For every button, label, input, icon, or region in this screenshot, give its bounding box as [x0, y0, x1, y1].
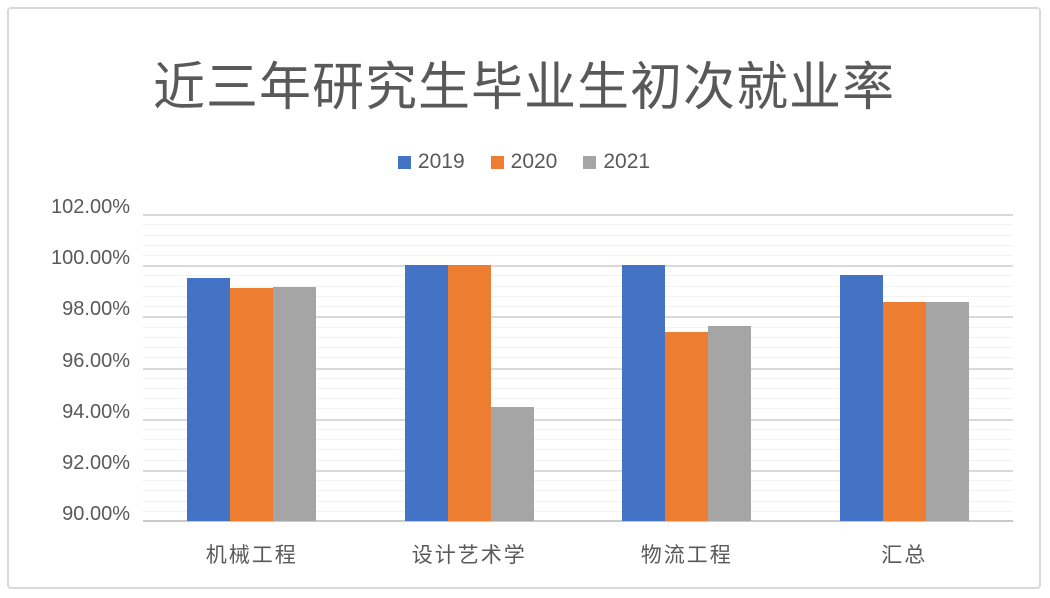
y-axis-tick-label: 90.00%	[62, 503, 130, 525]
y-axis-tick-label: 102.00%	[51, 196, 130, 218]
legend-label: 2020	[510, 150, 558, 173]
minor-gridline	[143, 234, 1013, 236]
minor-gridline	[143, 275, 1013, 277]
chart-frame: 近三年研究生毕业生初次就业率 2019 2020 2021 102.00% 100.0…	[7, 7, 1041, 589]
minor-gridline	[143, 500, 1013, 502]
x-axis-tick-label-汇总: 汇总	[881, 544, 928, 567]
minor-gridline	[143, 428, 1013, 430]
minor-gridline	[143, 336, 1013, 338]
bar-2021-机械工程	[273, 287, 317, 521]
minor-gridline	[143, 459, 1013, 461]
bar-group-汇总	[796, 214, 1014, 521]
minor-gridline	[143, 306, 1013, 308]
bar-2019-物流工程	[622, 265, 666, 521]
minor-gridline	[143, 347, 1013, 348]
major-gridline	[143, 469, 1013, 472]
x-axis: 机械工程 设计艺术学 物流工程 汇总	[143, 533, 1013, 569]
major-gridline	[143, 214, 1013, 216]
plot-area	[143, 214, 1014, 522]
bar-group-物流工程	[578, 214, 796, 521]
chart-legend: 2019 2020 2021	[9, 150, 1039, 174]
major-gridline	[143, 316, 1013, 319]
minor-gridline	[143, 224, 1013, 226]
bar-group-机械工程	[143, 214, 361, 521]
bar-2020-物流工程	[665, 332, 709, 521]
bar-2021-设计艺术学	[490, 407, 534, 521]
x-axis-line	[143, 520, 1013, 522]
y-axis-tick-label: 92.00%	[62, 451, 130, 474]
major-gridline	[143, 418, 1013, 421]
y-axis-tick-label: 96.00%	[62, 349, 130, 372]
bar-2019-汇总	[839, 275, 883, 521]
minor-gridline	[143, 398, 1013, 400]
minor-gridline	[143, 510, 1013, 512]
minor-gridline	[143, 449, 1013, 451]
minor-gridline	[143, 357, 1013, 359]
minor-gridline	[143, 285, 1013, 287]
legend-item-2020: 2020	[490, 150, 558, 174]
legend-swatch-icon	[490, 155, 504, 169]
minor-gridline	[143, 254, 1013, 256]
minor-gridline	[143, 408, 1013, 410]
legend-label: 2021	[603, 150, 651, 173]
minor-gridline	[143, 439, 1013, 441]
bar-2021-物流工程	[708, 326, 752, 521]
minor-gridline	[143, 490, 1013, 492]
bar-group-设计艺术学	[361, 214, 579, 521]
y-axis: 102.00% 100.00% 98.00% 96.00% 94.00% 92.00% 90…	[9, 9, 130, 598]
legend-swatch-icon	[397, 155, 411, 169]
y-axis-tick-label: 94.00%	[62, 400, 130, 423]
major-gridline	[143, 367, 1013, 370]
minor-gridline	[143, 388, 1013, 389]
y-axis-tick-label: 98.00%	[62, 298, 130, 321]
legend-item-2021: 2021	[583, 150, 650, 174]
bar-2020-汇总	[882, 301, 926, 521]
minor-gridline	[143, 326, 1013, 328]
x-axis-tick-label-机械工程: 机械工程	[205, 544, 298, 567]
x-axis-tick-label-设计艺术学: 设计艺术学	[411, 544, 527, 567]
legend-swatch-icon	[583, 155, 597, 169]
y-axis-tick-label: 100.00%	[51, 247, 130, 270]
bar-2021-汇总	[925, 301, 969, 521]
legend-item-2019: 2019	[397, 150, 465, 174]
bar-2019-设计艺术学	[404, 265, 448, 521]
minor-gridline	[143, 480, 1013, 482]
minor-gridline	[143, 295, 1013, 297]
bar-2020-机械工程	[230, 288, 274, 521]
bar-2020-设计艺术学	[447, 265, 491, 521]
minor-gridline	[143, 244, 1013, 246]
x-axis-tick-label-物流工程: 物流工程	[640, 544, 733, 567]
chart-title: 近三年研究生毕业生初次就业率	[152, 59, 895, 117]
minor-gridline	[143, 377, 1013, 379]
bar-2019-机械工程	[187, 277, 231, 521]
legend-label: 2019	[417, 150, 465, 173]
major-gridline	[143, 265, 1013, 268]
